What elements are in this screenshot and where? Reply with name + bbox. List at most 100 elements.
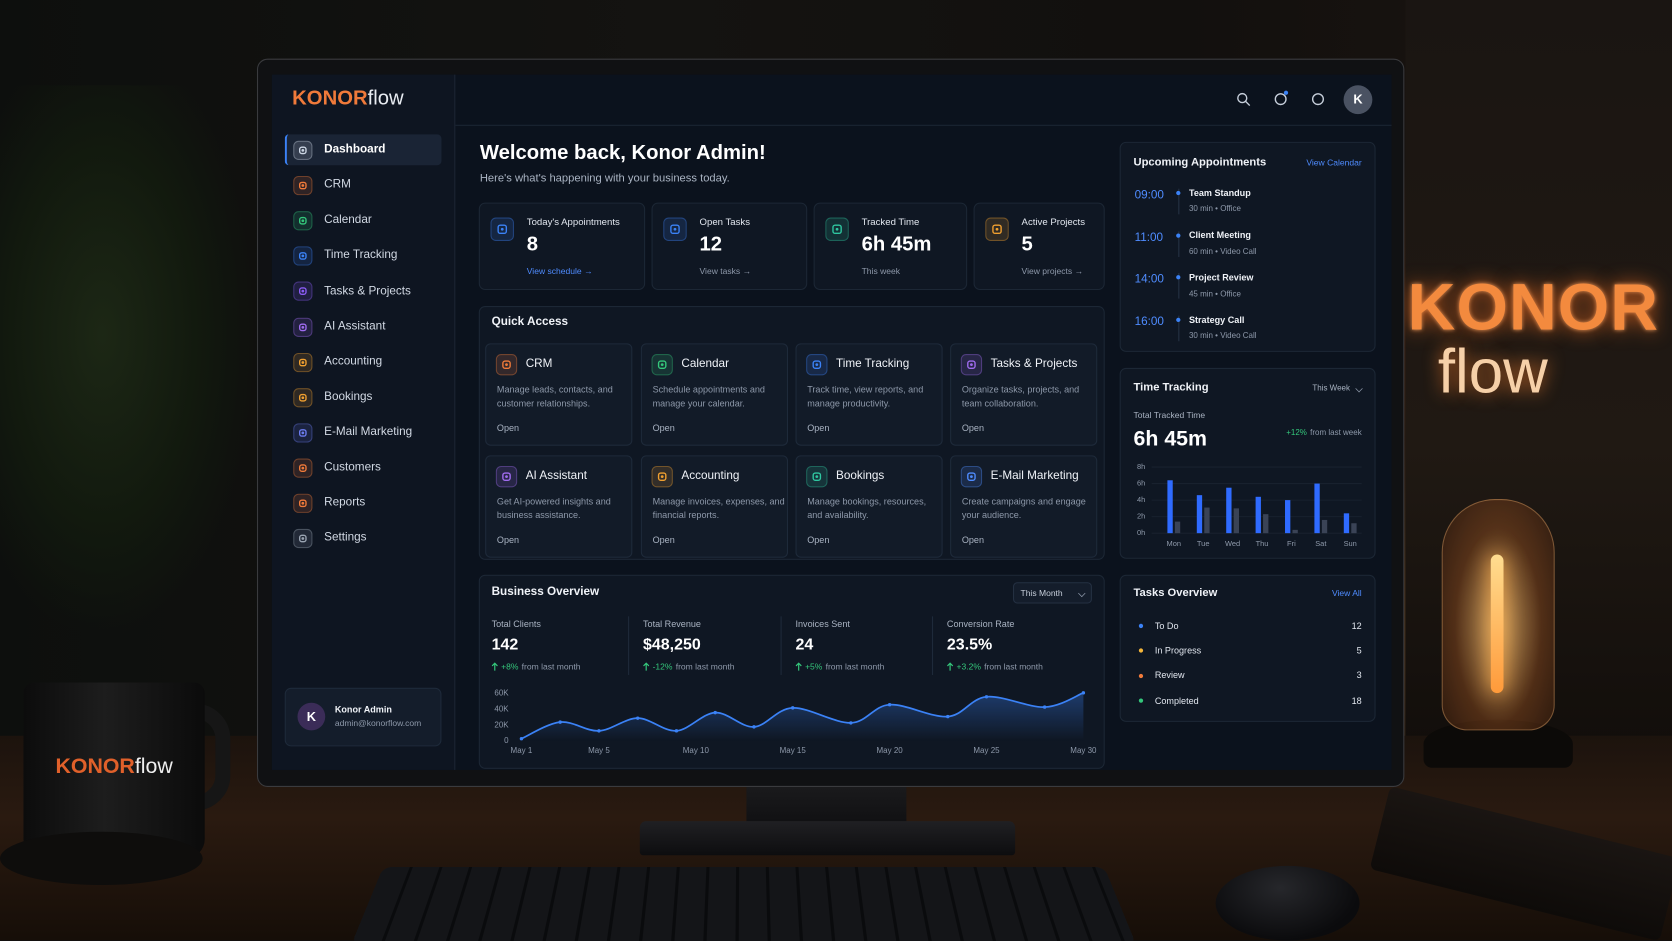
icon-stroke: [967, 360, 976, 370]
mug-logo-bold: KONOR: [55, 754, 135, 779]
quick-card-action[interactable]: Open: [652, 533, 675, 545]
metric-change: +5% from last month: [795, 661, 944, 673]
icon[interactable]: [293, 458, 313, 478]
icon: [490, 217, 514, 241]
icon-glyph: [497, 224, 508, 235]
icon[interactable]: [293, 211, 313, 231]
icon: [495, 465, 518, 488]
quick-card[interactable]: [640, 343, 789, 446]
stat-footer[interactable]: View projects →: [1021, 266, 1084, 277]
icon: [806, 354, 828, 376]
time-tracking-period[interactable]: This Week: [1312, 383, 1350, 393]
quick-card-action[interactable]: Open: [496, 533, 520, 545]
icon[interactable]: [293, 176, 313, 196]
period-dropdown[interactable]: [1013, 582, 1092, 604]
icon[interactable]: [293, 281, 313, 302]
metric-change: -12% from last month: [643, 661, 792, 673]
stat-card: [813, 202, 968, 291]
logo-light: flow: [367, 87, 404, 110]
icon-dot: [505, 363, 508, 367]
icon-dot: [301, 290, 305, 293]
quick-card[interactable]: [640, 455, 789, 558]
stat-card: [973, 202, 1105, 291]
icon-glyph: [298, 181, 307, 190]
icon-stroke: [812, 472, 822, 481]
icon[interactable]: [293, 423, 313, 443]
icon-stroke: [298, 146, 307, 155]
nav-label[interactable]: AI Assistant: [324, 319, 386, 333]
quick-card-action[interactable]: Open: [496, 421, 520, 433]
metric-change: +8% from last month: [491, 661, 641, 673]
appointments-link[interactable]: View Calendar: [1306, 157, 1362, 168]
header-icon: [1237, 92, 1251, 107]
settings-button[interactable]: [1311, 92, 1326, 107]
nav-label[interactable]: Bookings: [324, 390, 373, 403]
icon-stroke: [992, 224, 1002, 235]
stat-footer[interactable]: View schedule →: [526, 266, 593, 277]
search-button[interactable]: [1236, 92, 1251, 107]
arrow-glyph: [491, 662, 498, 671]
appointment-rule: [1177, 230, 1179, 257]
metric-change-note: from last month: [825, 662, 885, 672]
nav-label[interactable]: Calendar: [324, 213, 372, 227]
quick-card[interactable]: [795, 343, 943, 446]
nav-label[interactable]: Tasks & Projects: [324, 284, 411, 298]
notification-button[interactable]: [1273, 92, 1288, 107]
icon[interactable]: [293, 317, 313, 337]
icon-stroke: [967, 472, 976, 481]
nav-label[interactable]: Time Tracking: [324, 248, 398, 262]
quick-card-action[interactable]: Open: [652, 421, 675, 433]
sign-top: KONOR: [1407, 270, 1660, 344]
nav-label[interactable]: Settings: [324, 531, 367, 545]
quick-card[interactable]: [950, 343, 1098, 446]
icon: [806, 465, 828, 488]
task-count: 18: [1351, 694, 1362, 706]
time-tracking-change-value: +12%: [1286, 427, 1307, 438]
metric-label: Total Revenue: [642, 618, 701, 629]
quick-card-description: Schedule appointments and manage your ca…: [652, 383, 765, 409]
icon[interactable]: [293, 387, 313, 408]
icon-stroke: [832, 224, 842, 235]
quick-card-action[interactable]: Open: [807, 421, 830, 433]
stat-footer[interactable]: View tasks →: [699, 266, 752, 277]
icon[interactable]: [293, 140, 313, 160]
task-count: 3: [1356, 670, 1362, 681]
mug-logo-light: flow: [134, 754, 173, 779]
mouse: [1215, 865, 1360, 941]
quick-card[interactable]: [795, 455, 943, 558]
quick-card[interactable]: [485, 455, 633, 558]
nav-label[interactable]: Customers: [324, 460, 381, 474]
metric-divider: [931, 616, 934, 675]
quick-card[interactable]: [950, 455, 1098, 558]
icon-stroke: [657, 360, 667, 370]
icon-dot: [835, 227, 839, 231]
nav-label[interactable]: E-Mail Marketing: [324, 425, 413, 439]
welcome-title: Welcome back, Konor Admin!: [479, 142, 766, 165]
icon-dot: [815, 475, 819, 479]
icon[interactable]: [293, 493, 313, 513]
appointment-time: 11:00: [1134, 231, 1164, 244]
task-dot: [1138, 673, 1144, 678]
quick-card-action[interactable]: Open: [961, 533, 985, 545]
icon-dot: [301, 219, 305, 223]
icon[interactable]: [293, 352, 313, 372]
appointment-title: Team Standup: [1188, 187, 1251, 199]
tasks-link[interactable]: View All: [1331, 588, 1362, 599]
icon[interactable]: [293, 528, 313, 549]
icon[interactable]: [293, 246, 313, 266]
icon-stroke: [298, 393, 307, 402]
quick-card-action[interactable]: Open: [807, 533, 830, 545]
icon-stroke: [298, 534, 307, 543]
nav-label[interactable]: Dashboard: [324, 143, 386, 156]
icon: [985, 217, 1009, 241]
header-avatar[interactable]: [1343, 85, 1373, 115]
stat-value: 5: [1021, 233, 1033, 257]
nav-label[interactable]: Reports: [324, 496, 366, 509]
header-icon: [1311, 93, 1325, 106]
quick-card-action[interactable]: Open: [961, 421, 985, 433]
period-label[interactable]: This Month: [1020, 588, 1063, 598]
stat-label: Open Tasks: [699, 216, 751, 228]
nav-label[interactable]: Accounting: [324, 354, 383, 368]
quick-card[interactable]: [485, 343, 633, 446]
nav-label[interactable]: CRM: [324, 178, 351, 192]
